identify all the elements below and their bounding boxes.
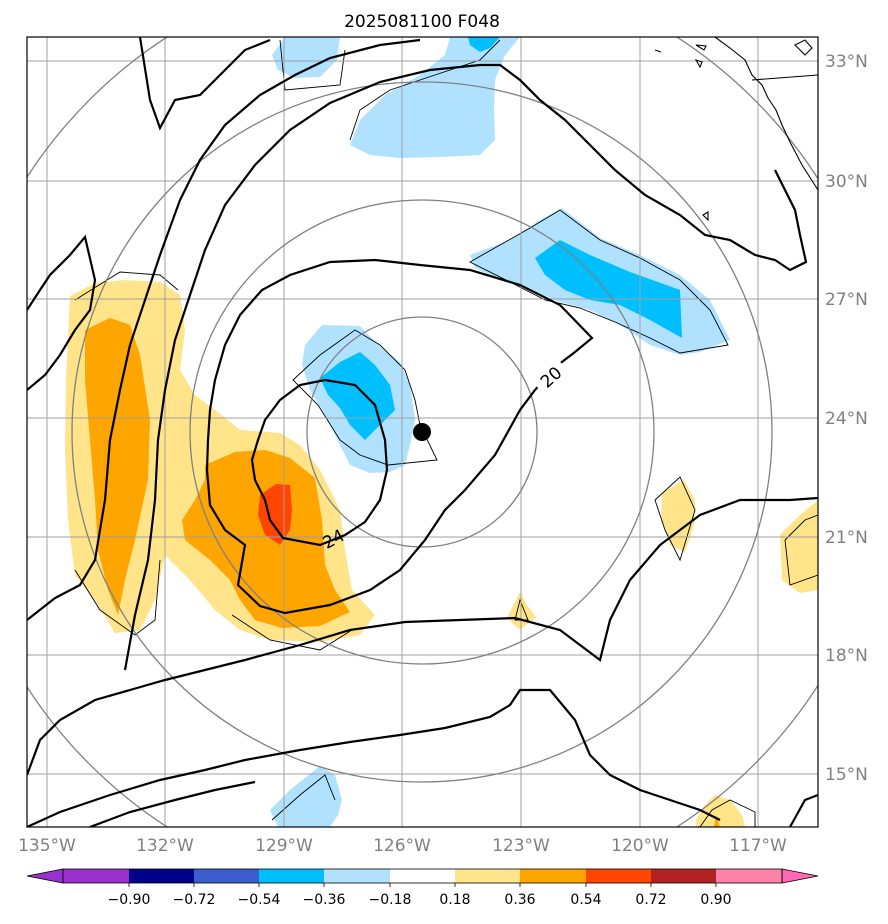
coastline <box>654 37 818 222</box>
colorbar-extend-high <box>781 868 819 884</box>
shade-neg-north2-inner <box>468 37 500 52</box>
colorbar: −0.90 −0.72 −0.54 −0.36 −0.18 0.18 0.36 … <box>26 868 819 908</box>
lat-tick-label: 27°N <box>825 290 868 310</box>
shade-0.18-se <box>696 795 745 827</box>
shade-0.36-west <box>85 318 150 615</box>
colorbar-tick-label: 0.18 <box>439 892 470 908</box>
colorbar-extend-low <box>26 868 64 884</box>
lon-tick-label: 117°W <box>729 836 787 856</box>
colorbar-bin <box>129 869 194 883</box>
lat-tick-label: 24°N <box>825 409 868 429</box>
lat-tick-labels: 33°N 30°N 27°N 24°N 21°N 18°N 15°N <box>825 52 868 785</box>
lon-tick-label: 129°W <box>255 836 313 856</box>
range-rings <box>27 37 818 827</box>
graticule <box>27 37 818 827</box>
lat-tick-label: 15°N <box>825 765 868 785</box>
lat-tick-label: 21°N <box>825 528 868 548</box>
lon-tick-label: 120°W <box>611 836 669 856</box>
storm-center-dot <box>413 423 431 441</box>
map-panel: 20 24 <box>27 37 818 827</box>
colorbar-frame <box>62 868 783 884</box>
shade-neg-east-inner <box>535 240 682 338</box>
colorbar-tick-label: 0.54 <box>570 892 601 908</box>
colorbar-bin <box>324 869 390 883</box>
colorbar-bin <box>455 869 520 883</box>
colorbar-bin <box>259 869 324 883</box>
colorbar-bin <box>520 869 586 883</box>
lon-tick-label: 135°W <box>18 836 76 856</box>
shade-neg-north2 <box>350 37 520 158</box>
colorbar-tick-label: 0.72 <box>635 892 666 908</box>
colorbar-bin <box>586 869 651 883</box>
colorbar-bin <box>651 869 716 883</box>
colorbar-bin <box>63 869 129 883</box>
map-frame <box>26 36 819 828</box>
shade-0.18-east2 <box>780 500 818 593</box>
colorbar-tick-label: 0.90 <box>700 892 731 908</box>
lat-tick-label: 18°N <box>825 646 868 666</box>
colorbar-tick-label: −0.54 <box>238 892 281 908</box>
lon-tick-label: 123°W <box>492 836 550 856</box>
lon-tick-label: 126°W <box>373 836 431 856</box>
colorbar-tick-label: −0.72 <box>173 892 216 908</box>
lat-tick-label: 30°N <box>825 172 868 192</box>
lon-tick-label: 132°W <box>136 836 194 856</box>
colorbar-tick-label: −0.18 <box>369 892 412 908</box>
lon-tick-labels: 135°W 132°W 129°W 126°W 123°W 120°W 117°… <box>18 836 787 856</box>
colorbar-tick-label: 0.36 <box>504 892 535 908</box>
colorbar-tick-label: −0.36 <box>303 892 346 908</box>
lat-tick-label: 33°N <box>825 52 868 72</box>
thick-contours <box>27 37 818 827</box>
colorbar-bin <box>194 869 259 883</box>
plot-title: 2025081100 F048 <box>344 12 500 32</box>
shade-0.18-east1 <box>661 480 695 552</box>
shade-neg-north1 <box>272 37 340 78</box>
positive-shading <box>65 280 818 827</box>
colorbar-tick-label: −0.90 <box>108 892 151 908</box>
colorbar-bin <box>390 869 455 883</box>
colorbar-bin <box>716 869 782 883</box>
shade-neg-south <box>270 766 342 827</box>
shade-0.36-center <box>182 450 350 628</box>
